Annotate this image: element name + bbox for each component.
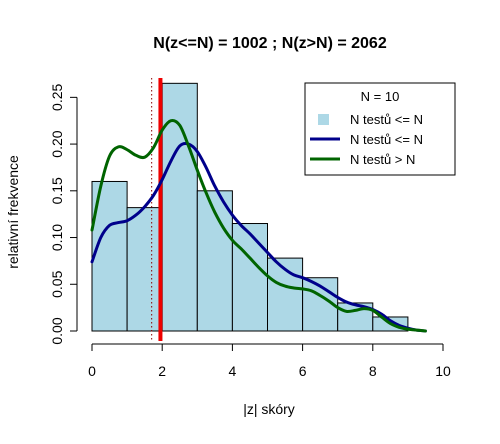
histogram-bar	[231, 223, 268, 332]
y-axis-label: relativní frekvence	[5, 155, 21, 269]
x-tick-label: 8	[369, 363, 377, 379]
chart-title: N(z<=N) = 1002 ; N(z>N) = 2062	[153, 35, 387, 52]
legend-title: N = 10	[361, 89, 400, 104]
histogram-bar	[126, 207, 163, 332]
reference-lines	[151, 78, 163, 341]
histogram-bar	[161, 82, 198, 332]
x-tick-label: 2	[158, 363, 166, 379]
y-tick-label: 0.10	[49, 224, 65, 251]
legend-entry-label: N testů > N	[350, 152, 415, 167]
legend-entry-label: N testů <= N	[350, 112, 423, 127]
y-tick-label: 0.25	[49, 84, 65, 111]
x-tick-label: 0	[88, 363, 96, 379]
y-axis: 0.00 0.05 0.10 0.15 0.20 0.25	[49, 84, 78, 345]
y-tick-label: 0.15	[49, 177, 65, 204]
x-tick-label: 4	[229, 363, 237, 379]
series-line	[90, 119, 427, 333]
y-tick-label: 0.20	[49, 130, 65, 157]
y-tick-label: 0.00	[49, 317, 65, 344]
x-tick-label: 10	[435, 363, 451, 379]
x-tick-label: 6	[299, 363, 307, 379]
legend-swatch-box	[318, 114, 329, 125]
x-axis-label: |z| skóry	[243, 401, 295, 417]
legend: N = 10 N testů <= N N testů <= N N testů…	[304, 82, 456, 176]
legend-entry-label: N testů <= N	[350, 132, 423, 147]
x-axis: 0 2 4 6 8 10	[88, 343, 451, 379]
y-tick-label: 0.05	[49, 270, 65, 297]
density-curves	[90, 119, 427, 333]
